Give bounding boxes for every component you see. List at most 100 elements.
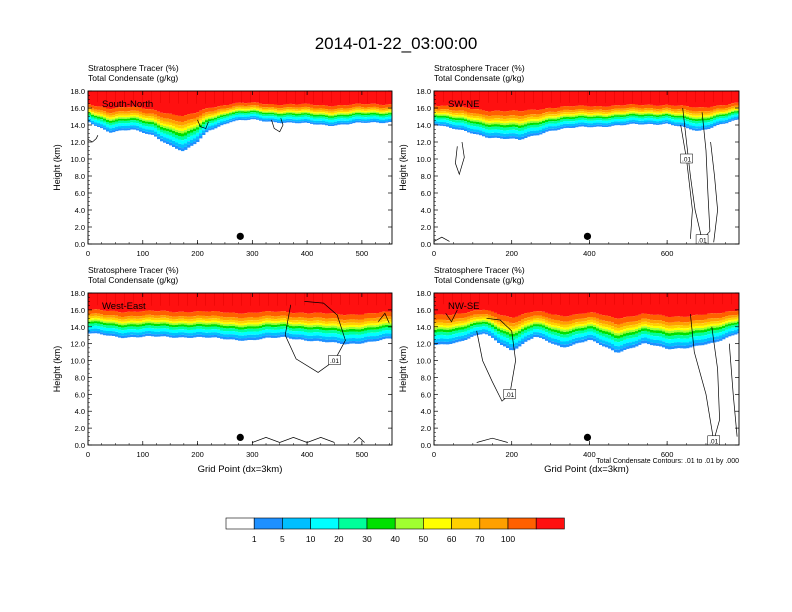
location-marker [236,232,244,240]
y-tick-label: 6.0 [75,390,85,399]
x-axis-label: Grid Point (dx=3km) [198,464,283,475]
contour-label-text: .01 [505,392,514,399]
condensate-contour [271,118,284,133]
y-tick-label: 4.0 [421,407,431,416]
y-tick-label: 18.0 [416,87,431,96]
x-tick-label: 200 [505,450,518,459]
plot-area: .01 West-East [88,293,392,445]
panels: Stratosphere Tracer (%) Total Condensate … [52,63,740,475]
condensate-contour [378,312,390,324]
x-tick-label: 300 [246,450,259,459]
x-tick-label: 0 [86,450,90,459]
x-tick-label: 0 [432,450,436,459]
condensate-contour [252,437,335,443]
plot-area: .01 .01 SW-NE [434,91,739,244]
condensate-contour [434,236,450,242]
condensate-contour [476,437,508,443]
y-tick-label: 10.0 [416,155,431,164]
contour-label-text: .01 [682,157,691,164]
y-tick-label: 6.0 [421,189,431,198]
x-tick-label: 200 [505,249,518,258]
contour-label: .01 [707,435,720,445]
condensate-contour [445,309,458,323]
y-tick-label: 10.0 [416,357,431,366]
y-axis-label: Height (km) [52,346,62,393]
x-tick-label: 500 [356,249,369,258]
y-tick-label: 8.0 [75,172,85,181]
contour-label-box [328,355,341,365]
location-marker [236,433,244,441]
y-tick-label: 16.0 [416,306,431,315]
location-marker [583,433,592,441]
colorbar-label: 30 [362,534,372,544]
x-tick-label: 200 [191,249,204,258]
condensate-contour [197,119,209,129]
tracer-field [434,293,739,353]
colorbar-label: 50 [419,534,429,544]
y-axis: 0.0 2.0 4.0 6.0 8.0 10.0 12.0 14.0 16.0 18.0 [416,87,739,249]
y-tick-label: 8.0 [421,373,431,382]
y-axis-label: Height (km) [52,144,62,191]
x-axis: 0 200 400 600 [432,91,726,258]
y-tick-label: 4.0 [75,407,85,416]
y-tick-label: 18.0 [70,289,85,298]
x-tick-label: 300 [246,249,259,258]
y-axis: 0.0 2.0 4.0 6.0 8.0 10.0 12.0 14.0 16.0 18.0 [70,87,392,249]
colorbar-label: 40 [390,534,400,544]
y-tick-label: 10.0 [70,357,85,366]
y-tick-label: 16.0 [416,104,431,113]
location-marker [583,232,592,240]
colorbar-swatch [366,517,396,530]
contour-label-text: .01 [709,438,718,445]
panel-west-east: Stratosphere Tracer (%)Total Condensate … [52,265,393,475]
y-tick-label: 2.0 [421,223,431,232]
y-tick-label: 0.0 [421,441,431,450]
panel-sw-ne: Stratosphere Tracer (%)Total Condensate … [398,63,740,258]
contour-label: .01 [695,234,709,244]
colorbar-swatch [394,517,424,530]
y-tick-label: 0.0 [75,441,85,450]
y-tick-label: 2.0 [75,424,85,433]
x-axis: 0 100 200 300 400 500 [86,91,390,258]
x-tick-label: 500 [356,450,369,459]
panel-label: NW-SE [448,301,480,312]
condensate-contour [88,135,99,143]
x-tick-label: 200 [191,450,204,459]
x-tick-label: 100 [137,249,150,258]
colorbar-label: 5 [280,534,285,544]
tracer-field [88,293,392,345]
y-tick-label: 12.0 [416,340,431,349]
y-tick-label: 14.0 [70,121,85,130]
x-axis-label: Grid Point (dx=3km) [544,464,629,475]
colorbar-label: 10 [306,534,316,544]
plot-area: .01 .01 NW-SE [434,293,739,445]
x-tick-label: 400 [583,450,596,459]
contour-label: .01 [503,389,517,399]
y-tick-label: 4.0 [75,206,85,215]
y-axis-label: Height (km) [398,144,408,191]
y-tick-label: 0.0 [75,240,85,249]
panel-label: South-North [102,99,153,110]
x-tick-label: 400 [301,249,314,258]
contour-label-text: .01 [330,358,339,365]
contour-label: .01 [328,355,341,365]
y-axis-label: Height (km) [398,346,408,393]
contour-label-text: .01 [698,237,707,244]
y-tick-label: 0.0 [421,240,431,249]
y-tick-label: 16.0 [70,306,85,315]
panel-subtitle: Total Condensate (g/kg) [88,275,178,285]
colorbar-swatch [253,517,283,530]
contour-label-box [503,389,517,399]
y-tick-label: 6.0 [421,390,431,399]
x-tick-label: 400 [583,249,596,258]
colorbar-swatch [423,517,452,530]
x-tick-label: 600 [661,249,674,258]
colorbar-swatch [507,517,537,530]
y-tick-label: 14.0 [416,121,431,130]
panel-title: Stratosphere Tracer (%) [434,265,525,275]
panel-nw-se: Stratosphere Tracer (%)Total Condensate … [398,265,740,475]
panel-south-north: Stratosphere Tracer (%)Total Condensate … [52,63,393,258]
contour-label-box [680,153,693,164]
x-tick-label: 600 [661,450,674,459]
